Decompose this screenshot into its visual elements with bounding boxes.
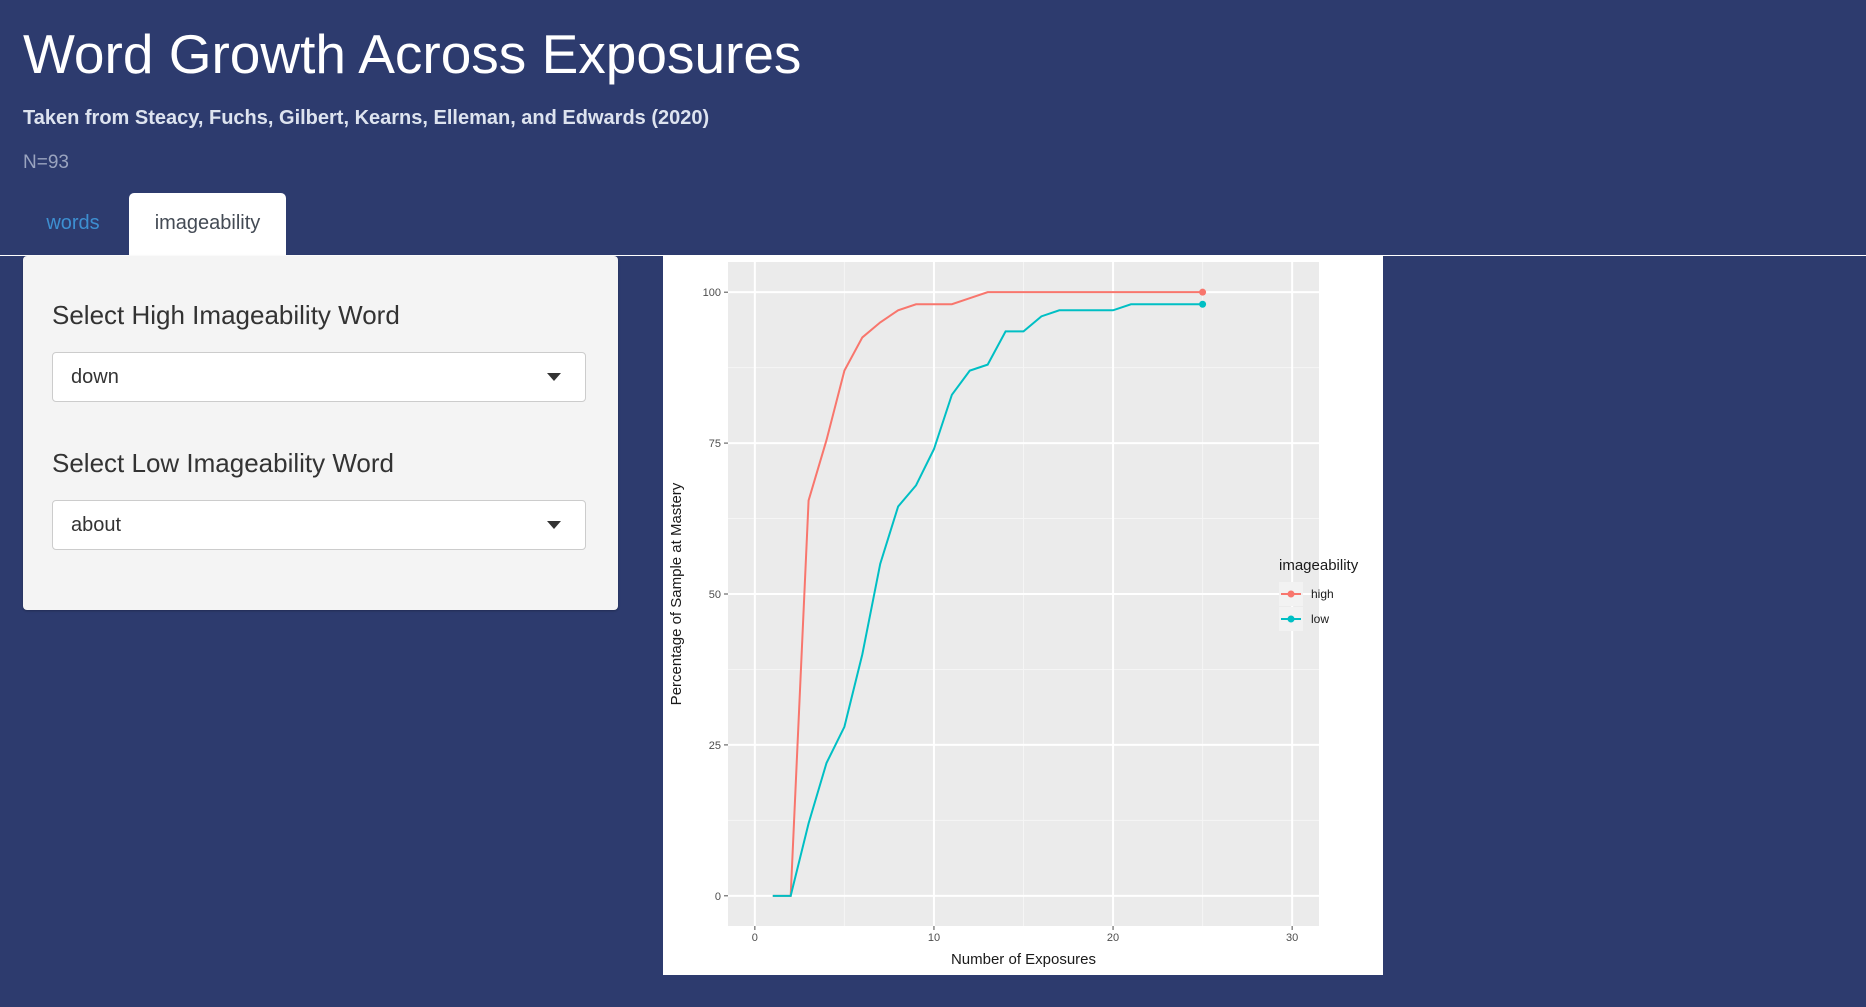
tab-words[interactable]: words	[46, 212, 100, 234]
sidebar-panel: Select High Imageability Word down Selec…	[23, 256, 618, 610]
x-axis-title: Number of Exposures	[951, 951, 1096, 968]
y-tick-label: 25	[709, 740, 721, 752]
mastery-chart-svg: 0 10 20 30 0 25 50 75 100 Number of Exposures Perc…	[668, 262, 1359, 968]
y-axis-title: Percentage of Sample at Mastery	[668, 482, 685, 705]
legend-key-point	[1287, 615, 1295, 623]
x-tick-label: 30	[1286, 932, 1298, 944]
page-title: Word Growth Across Exposures	[23, 23, 802, 85]
series-line-low	[772, 303, 1203, 897]
series-end-point-low	[1199, 300, 1207, 308]
low-word-value: about	[71, 514, 122, 536]
tab-bar: words imageability	[0, 193, 1866, 256]
series-end-point-high	[1199, 288, 1207, 296]
x-tick-label: 0	[752, 932, 758, 944]
x-tick-label: 10	[928, 932, 940, 944]
y-tick-label: 0	[715, 891, 721, 903]
y-tick-label: 50	[709, 589, 721, 601]
low-word-label: Select Low Imageability Word	[52, 448, 395, 478]
high-word-select[interactable]: down	[52, 352, 586, 402]
high-word-value: down	[71, 366, 119, 388]
high-word-label: Select High Imageability Word	[52, 300, 400, 330]
legend-label-low: low	[1311, 612, 1329, 626]
x-tick-label: 20	[1107, 932, 1119, 944]
series-line-high	[772, 291, 1203, 897]
y-tick-label: 75	[709, 438, 721, 450]
chevron-down-icon	[547, 373, 561, 381]
legend-label-high: high	[1311, 587, 1334, 601]
legend-key-point	[1287, 590, 1295, 598]
legend-title: imageability	[1279, 557, 1359, 574]
low-word-select[interactable]: about	[52, 500, 586, 550]
sample-size-label: N=93	[23, 152, 69, 173]
chevron-down-icon	[547, 521, 561, 529]
citation-subtitle: Taken from Steacy, Fuchs, Gilbert, Kearn…	[23, 107, 710, 129]
y-tick-label: 100	[703, 287, 721, 299]
tab-imageability[interactable]: imageability	[129, 193, 286, 255]
mastery-plot: 0 10 20 30 0 25 50 75 100 Number of Exposures Perc…	[663, 255, 1383, 975]
